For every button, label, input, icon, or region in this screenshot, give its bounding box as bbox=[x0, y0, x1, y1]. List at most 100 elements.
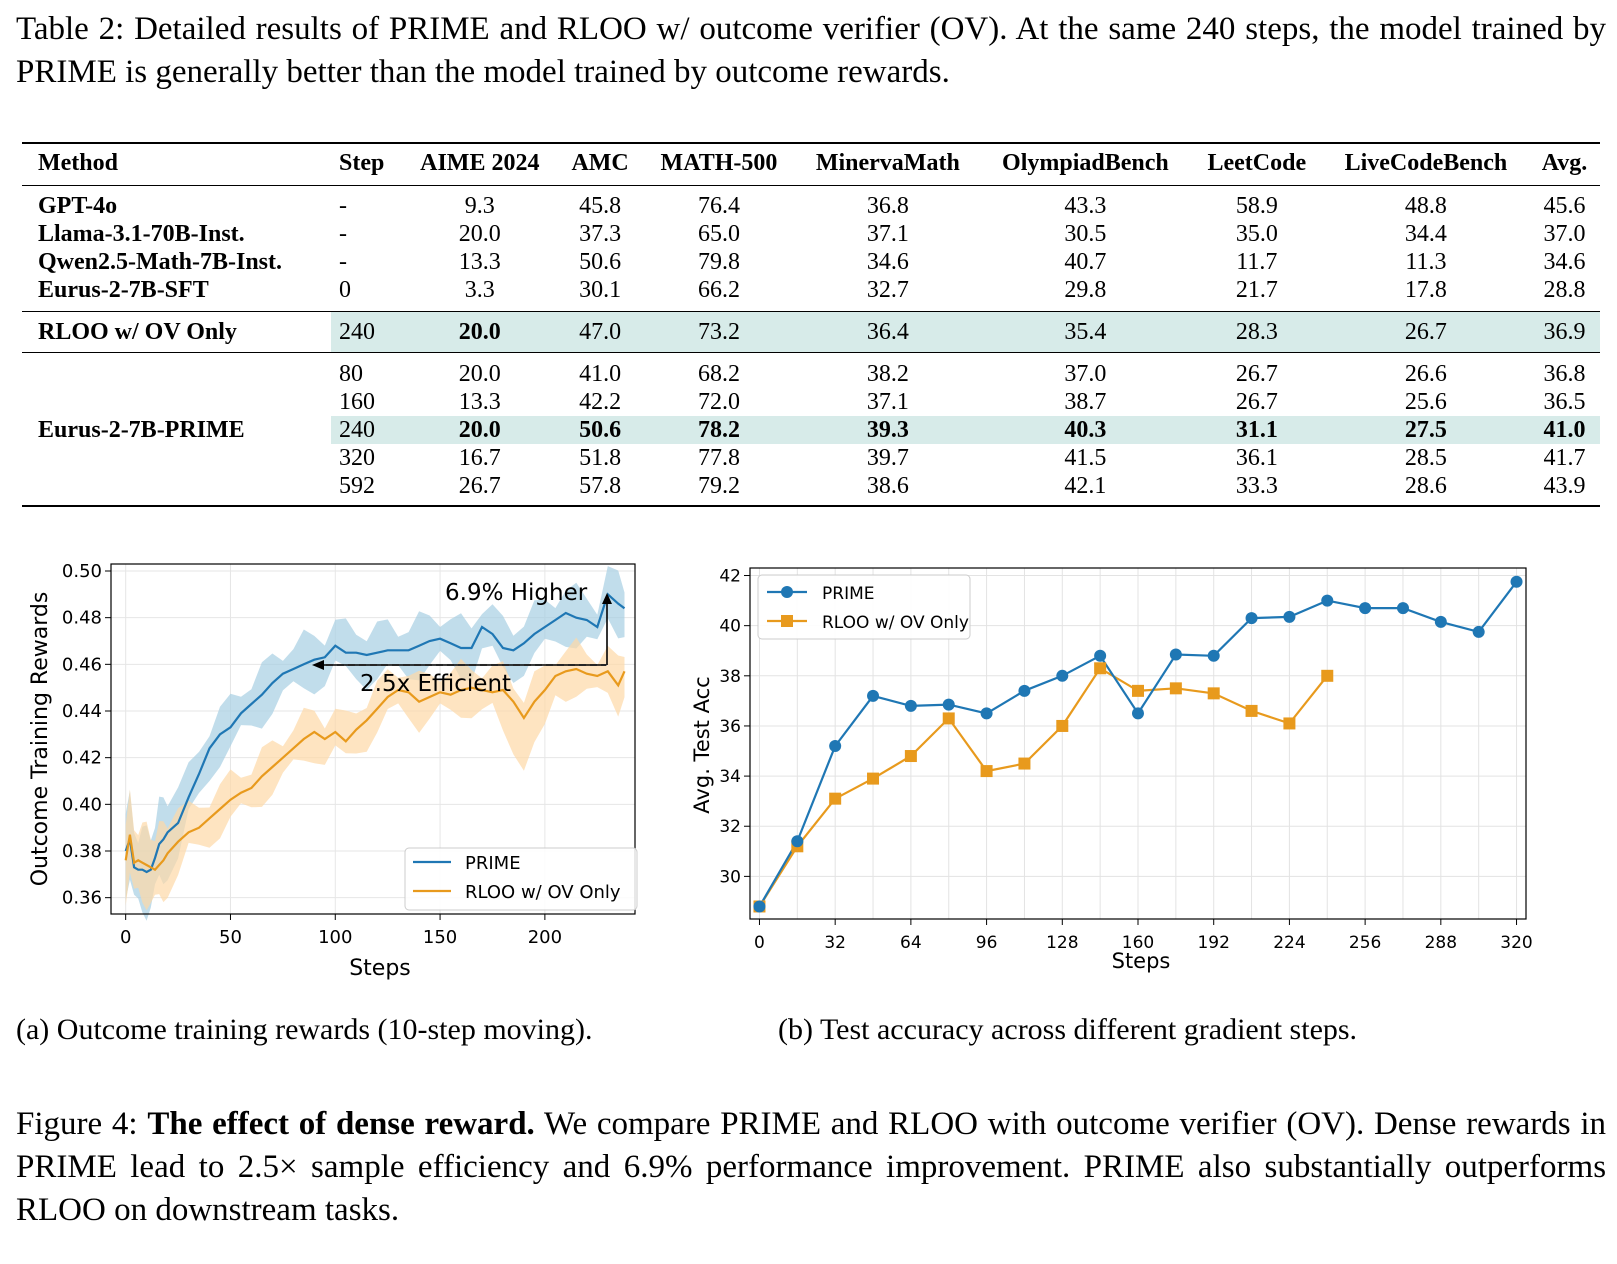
chart-a-line-rloo bbox=[124, 667, 626, 872]
cell-minerva: 39.7 bbox=[866, 445, 909, 471]
cell-amc: 50.6 bbox=[557, 416, 643, 444]
table-row: 80 20.0 41.0 68.2 38.2 37.0 26.7 26.6 36.8 bbox=[22, 352, 1600, 389]
figure-caption-eff: 2.5× bbox=[237, 1149, 298, 1185]
cell-method-empty bbox=[22, 353, 331, 389]
cell-leetcode: 11.7 bbox=[1236, 249, 1278, 275]
cell-leetcode: 35.0 bbox=[1235, 221, 1278, 247]
cell-aime: 13.3 bbox=[458, 389, 501, 415]
chart-a-ticks: 0 50 100 150 200 0.36 0.38 0.40 0.42 0.44 0.46 0.48… bbox=[62, 561, 562, 948]
header-avg: Avg. bbox=[1541, 150, 1588, 176]
chart-b-ytick-label: 38 bbox=[719, 667, 741, 687]
chart-b-xtick-label: 32 bbox=[824, 933, 846, 953]
cell-amc: 50.6 bbox=[579, 249, 622, 275]
chart-b-point-prime bbox=[1510, 575, 1523, 588]
cell-leetcode: 33.3 bbox=[1235, 473, 1278, 499]
header-olympiadbench: OlympiadBench bbox=[1002, 150, 1169, 176]
chart-b-point-rloo bbox=[942, 712, 955, 725]
cell-method-empty bbox=[22, 472, 331, 506]
table-row: Eurus-2-7B-SFT 0 3.3 30.1 66.2 32.7 29.8 21.7 17… bbox=[22, 276, 1600, 312]
cell-minerva: 36.4 bbox=[795, 311, 981, 353]
chart-b-xtick-label: 64 bbox=[900, 933, 922, 953]
cell-livecode: 11.3 bbox=[1405, 249, 1447, 275]
cell-amc: 47.0 bbox=[557, 311, 643, 353]
cell-minerva: 34.6 bbox=[866, 249, 909, 275]
cell-livecode: 27.5 bbox=[1322, 416, 1529, 444]
chart-b-point-prime bbox=[942, 698, 955, 711]
table-caption-text: Detailed results of PRIME and RLOO w/ ou… bbox=[16, 11, 1607, 90]
cell-olympiad: 29.8 bbox=[1064, 277, 1107, 303]
chart-b-xlabel: Steps bbox=[1112, 949, 1171, 973]
cell-amc: 42.2 bbox=[579, 389, 622, 415]
chart-b-ytick-label: 42 bbox=[719, 567, 741, 587]
chart-b-point-prime bbox=[1472, 625, 1485, 638]
chart-b-point-rloo bbox=[1018, 757, 1031, 770]
cell-math500: 68.2 bbox=[697, 361, 740, 387]
cell-method: Llama-3.1-70B-Inst. bbox=[38, 221, 245, 247]
chart-a-bands bbox=[125, 566, 625, 921]
cell-amc: 30.1 bbox=[579, 277, 622, 303]
cell-minerva: 32.7 bbox=[866, 277, 909, 303]
chart-a-ytick-label: 0.36 bbox=[62, 888, 102, 909]
chart-b-point-prime bbox=[1359, 602, 1372, 615]
cell-math500: 66.2 bbox=[697, 277, 740, 303]
chart-a-xtick-label: 0 bbox=[120, 927, 131, 948]
cell-avg: 41.7 bbox=[1543, 445, 1586, 471]
cell-aime: 20.0 bbox=[401, 416, 558, 444]
cell-step: 592 bbox=[339, 473, 376, 499]
chart-b-point-prime bbox=[1207, 649, 1220, 662]
figure-caption: Figure 4: The effect of dense reward. We… bbox=[16, 1103, 1606, 1232]
chart-a-ytick-label: 0.46 bbox=[62, 654, 102, 675]
cell-aime: 13.3 bbox=[458, 249, 501, 275]
header-step: Step bbox=[339, 150, 385, 176]
chart-b-point-rloo bbox=[1321, 669, 1334, 682]
cell-method: Eurus-2-7B-PRIME bbox=[38, 417, 245, 443]
chart-b-xtick-label: 192 bbox=[1197, 933, 1229, 953]
header-livecodebench: LiveCodeBench bbox=[1344, 150, 1508, 176]
chart-b-xtick-label: 160 bbox=[1122, 933, 1154, 953]
chart-b-xtick-label: 0 bbox=[754, 933, 765, 953]
chart-a-ytick-label: 0.50 bbox=[62, 561, 102, 582]
chart-b-point-prime bbox=[1169, 648, 1182, 661]
figure-caption-text1: We compare PRIME and RLOO with outcome v… bbox=[16, 1106, 1607, 1185]
chart-b-point-prime bbox=[1094, 649, 1107, 662]
figure-caption-text3: performance improvement. PRIME also subs… bbox=[16, 1149, 1607, 1228]
chart-b-point-prime bbox=[1434, 615, 1447, 628]
chart-b-point-prime bbox=[1245, 612, 1258, 625]
cell-avg: 41.0 bbox=[1528, 416, 1600, 444]
cell-math500: 73.2 bbox=[642, 311, 796, 353]
table-row: RLOO w/ OV Only 240 20.0 47.0 73.2 36.4 35.4 28… bbox=[22, 311, 1600, 353]
cell-method: GPT-4o bbox=[38, 193, 118, 219]
chart-b-point-rloo bbox=[1056, 719, 1069, 732]
cell-math500: 72.0 bbox=[697, 389, 740, 415]
chart-b-xtick-label: 256 bbox=[1349, 933, 1381, 953]
chart-a-xlabel: Steps bbox=[349, 956, 411, 981]
cell-minerva: 38.2 bbox=[866, 361, 909, 387]
cell-amc: 57.8 bbox=[579, 473, 622, 499]
chart-b-point-rloo bbox=[1283, 717, 1296, 730]
chart-a-legend-rloo: RLOO w/ OV Only bbox=[465, 882, 621, 903]
header-minervamath: MinervaMath bbox=[815, 150, 960, 176]
results-table: Method Step AIME 2024 AMC MATH-500 Miner… bbox=[22, 142, 1600, 507]
chart-a-ytick-label: 0.40 bbox=[62, 794, 102, 815]
chart-b-ytick-label: 30 bbox=[719, 867, 741, 887]
cell-aime: 20.0 bbox=[458, 221, 501, 247]
chart-b-xtick-label: 128 bbox=[1046, 933, 1078, 953]
cell-step: 320 bbox=[339, 445, 376, 471]
cell-minerva: 38.6 bbox=[866, 473, 909, 499]
cell-step: - bbox=[339, 249, 348, 275]
cell-math500: 79.8 bbox=[697, 249, 740, 275]
cell-leetcode: 58.9 bbox=[1235, 193, 1278, 219]
cell-livecode: 17.8 bbox=[1404, 277, 1447, 303]
header-math500: MATH-500 bbox=[660, 150, 778, 176]
chart-b-legend: PRIME RLOO w/ OV Only bbox=[757, 574, 971, 640]
chart-b-ytick-label: 34 bbox=[719, 767, 741, 787]
cell-livecode: 48.8 bbox=[1404, 193, 1447, 219]
cell-aime: 26.7 bbox=[458, 473, 501, 499]
chart-b-point-rloo bbox=[1207, 687, 1220, 700]
cell-avg: 28.8 bbox=[1543, 277, 1586, 303]
chart-a-legend: PRIME RLOO w/ OV Only bbox=[404, 847, 638, 911]
chart-b-point-prime bbox=[1321, 594, 1334, 607]
chart-b-xtick-label: 96 bbox=[976, 933, 998, 953]
chart-b-point-prime bbox=[829, 740, 842, 753]
baseline-rows: GPT-4o -9.3 45.8 76.4 36.8 43.3 58.9 48.8 45.6 Ll… bbox=[22, 185, 1600, 312]
